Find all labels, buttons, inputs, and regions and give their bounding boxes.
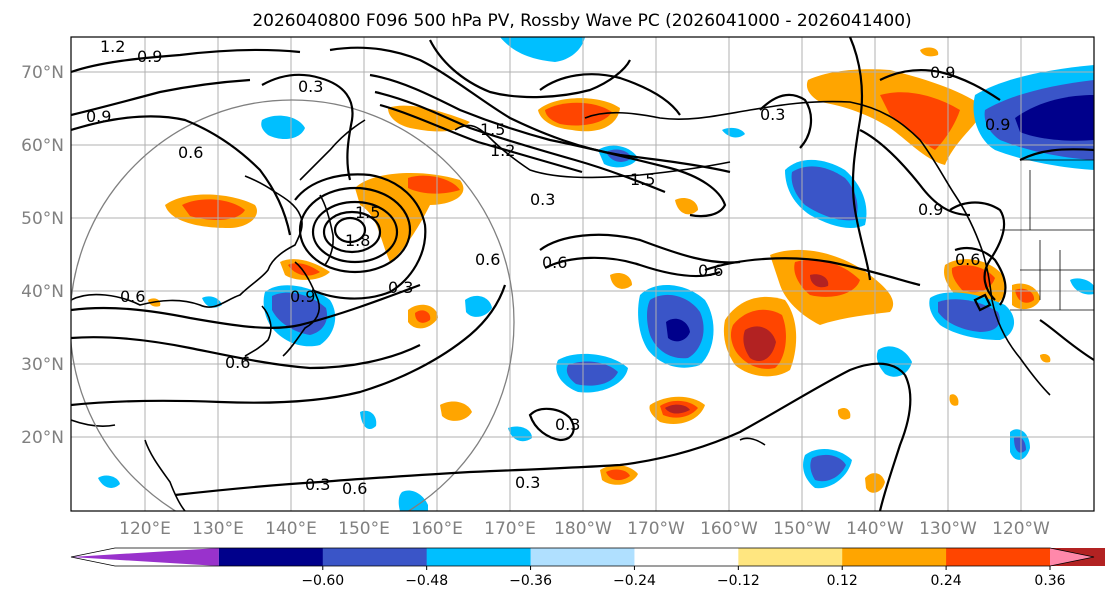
contour-label: 0.9 bbox=[137, 47, 162, 66]
contour-label: 0.6 bbox=[475, 250, 500, 269]
contour-label: 1.5 bbox=[355, 203, 380, 222]
colorbar-tick-labels: −0.60−0.48−0.36−0.24−0.120.120.240.360.4… bbox=[301, 566, 1066, 589]
pv-contours bbox=[71, 37, 1094, 511]
contour-label: 0.3 bbox=[305, 475, 330, 494]
contour-label: 1.5 bbox=[480, 120, 505, 139]
colorbar-segment bbox=[738, 548, 843, 566]
contour-label: 0.3 bbox=[388, 278, 413, 297]
colorbar-segment bbox=[842, 548, 947, 566]
lon-label: 180°W bbox=[554, 519, 612, 539]
lon-label: 150°W bbox=[773, 519, 831, 539]
contour-label: 1.2 bbox=[490, 141, 515, 160]
reference-circle bbox=[71, 99, 515, 511]
colorbar-segment bbox=[322, 548, 428, 566]
latitude-labels: 70°N 60°N 50°N 40°N 30°N 20°N bbox=[21, 63, 64, 448]
contour-label: 0.6 bbox=[342, 479, 367, 498]
longitude-labels: 120°E 130°E 140°E 150°E 160°E 170°E 180°… bbox=[119, 519, 1050, 539]
contour-labels: 0.9 0.9 0.3 0.6 1.5 1.2 0.3 1.5 1.8 0.3 … bbox=[86, 37, 1010, 498]
graticule bbox=[71, 37, 1094, 511]
colorbar-segments bbox=[70, 547, 1105, 567]
colorbar-segment bbox=[530, 548, 635, 566]
colorbar-segment bbox=[634, 548, 739, 566]
contour-label: 0.3 bbox=[298, 77, 323, 96]
colorbar-outline bbox=[70, 547, 1095, 567]
map-title: 2026040800 F096 500 hPa PV, Rossby Wave … bbox=[252, 11, 911, 31]
contour-label: 1.2 bbox=[100, 37, 125, 56]
lon-label: 140°E bbox=[265, 519, 317, 539]
colorbar-segment bbox=[946, 548, 1051, 566]
contour-label: 0.9 bbox=[86, 107, 111, 126]
lon-label: 160°W bbox=[700, 519, 758, 539]
map-frame bbox=[70, 36, 1095, 512]
lon-label: 160°E bbox=[411, 519, 463, 539]
contour-label: 0.6 bbox=[955, 250, 980, 269]
contour-label: 0.9 bbox=[290, 287, 315, 306]
lat-label: 70°N bbox=[21, 63, 64, 83]
lat-label: 20°N bbox=[21, 428, 64, 448]
lon-label: 130°E bbox=[192, 519, 244, 539]
lat-label: 30°N bbox=[21, 355, 64, 375]
colorbar-tick-label: −0.36 bbox=[509, 573, 552, 589]
contour-label: 0.6 bbox=[178, 143, 203, 162]
lon-label: 130°W bbox=[919, 519, 977, 539]
map-area: 0.9 0.9 0.3 0.6 1.5 1.2 0.3 1.5 1.8 0.3 … bbox=[71, 37, 1094, 511]
contour-label: 0.3 bbox=[555, 415, 580, 434]
colorbar-tick-label: 0.24 bbox=[931, 573, 962, 589]
colorbar-segment bbox=[218, 548, 324, 566]
lat-label: 50°N bbox=[21, 209, 64, 229]
colorbar-tick-label: 0.36 bbox=[1034, 573, 1065, 589]
coastlines bbox=[71, 100, 1094, 511]
colorbar-extend-low bbox=[71, 548, 219, 566]
contour-label: 0.6 bbox=[120, 287, 145, 306]
positive-anomalies bbox=[148, 47, 1051, 493]
lat-label: 40°N bbox=[21, 282, 64, 302]
lon-label: 140°W bbox=[846, 519, 904, 539]
contour-label: 0.6 bbox=[698, 261, 723, 280]
lon-label: 150°E bbox=[338, 519, 390, 539]
colorbar-segment bbox=[426, 548, 532, 566]
lon-label: 120°W bbox=[992, 519, 1050, 539]
contour-label: 0.9 bbox=[930, 63, 955, 82]
contour-label: 0.3 bbox=[760, 105, 785, 124]
colorbar-tick-label: 0.12 bbox=[827, 573, 858, 589]
colorbar: −0.60−0.48−0.36−0.24−0.120.120.240.360.4… bbox=[70, 547, 1105, 589]
colorbar-tick-label: −0.60 bbox=[301, 573, 344, 589]
lon-label: 120°E bbox=[119, 519, 171, 539]
contour-label: 0.3 bbox=[530, 190, 555, 209]
colorbar-tick-label: −0.12 bbox=[717, 573, 760, 589]
colorbar-extend-high bbox=[1050, 548, 1094, 566]
contour-label: 0.9 bbox=[985, 115, 1010, 134]
negative-anomalies bbox=[98, 37, 1094, 511]
contour-label: 0.6 bbox=[542, 253, 567, 272]
contour-label: 0.6 bbox=[225, 353, 250, 372]
lon-label: 170°E bbox=[484, 519, 536, 539]
colorbar-tick-label: −0.48 bbox=[405, 573, 448, 589]
contour-label: 0.9 bbox=[918, 200, 943, 219]
contour-label: 1.8 bbox=[345, 231, 370, 250]
lon-label: 170°W bbox=[627, 519, 685, 539]
lat-label: 60°N bbox=[21, 136, 64, 156]
contour-label: 0.3 bbox=[515, 473, 540, 492]
colorbar-tick-label: −0.24 bbox=[613, 573, 656, 589]
contour-label: 1.5 bbox=[630, 170, 655, 189]
